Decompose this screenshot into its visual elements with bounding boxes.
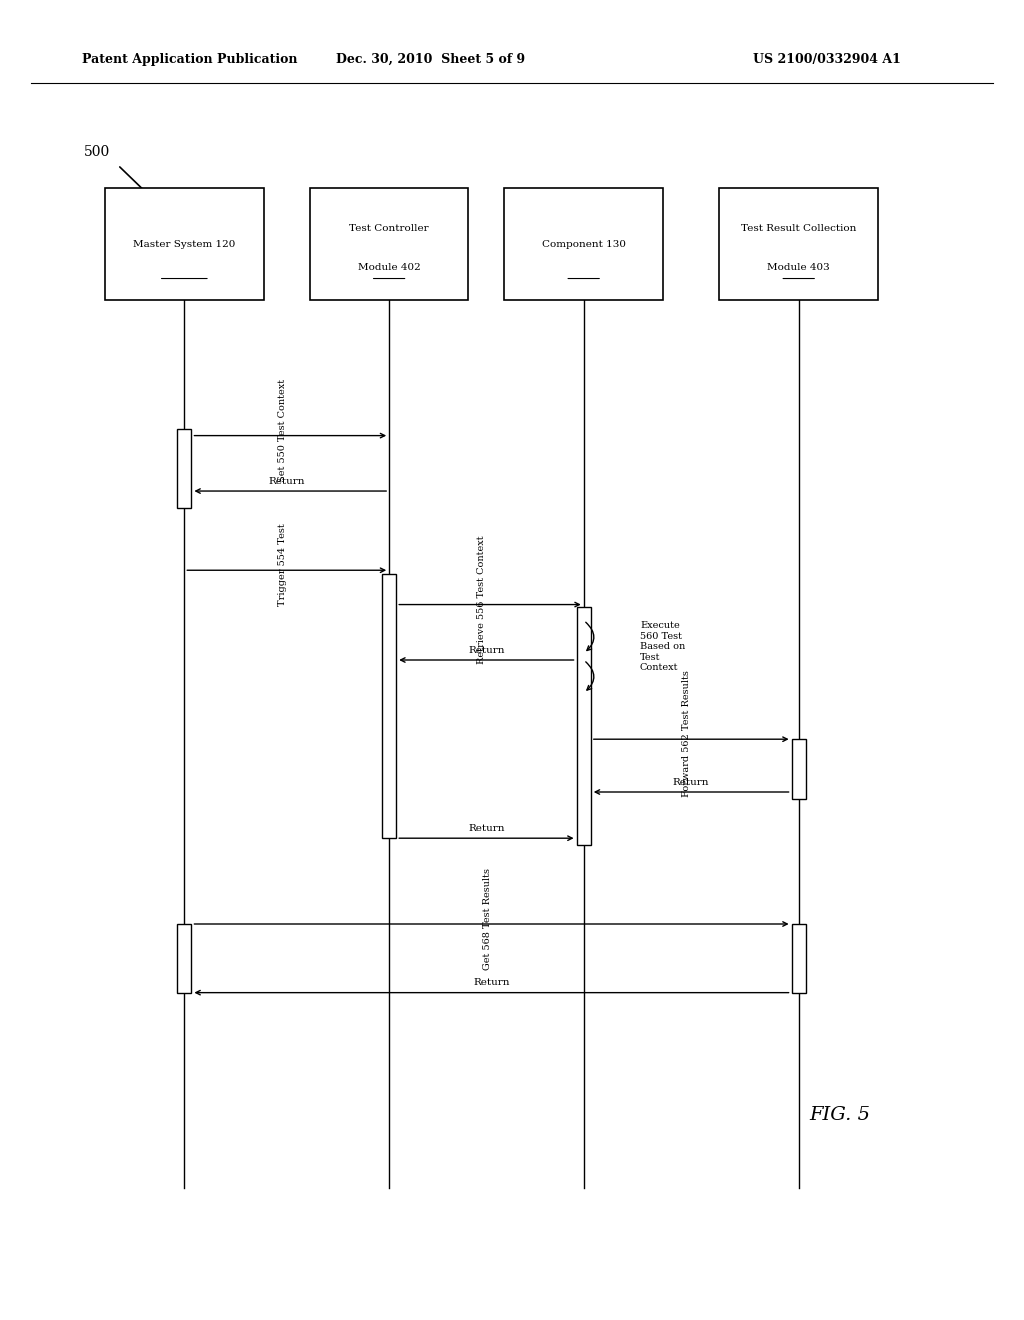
Bar: [792, 924, 806, 993]
Text: Trigger 554 Test: Trigger 554 Test: [278, 524, 287, 606]
Text: Return: Return: [468, 645, 505, 655]
Text: 500: 500: [84, 145, 111, 158]
Text: Execute
560 Test
Based on
Test
Context: Execute 560 Test Based on Test Context: [640, 622, 685, 672]
Text: Module 403: Module 403: [767, 264, 830, 272]
Text: Return: Return: [473, 978, 510, 987]
Text: Forward 562 Test Results: Forward 562 Test Results: [682, 671, 691, 797]
Bar: [577, 607, 591, 845]
Bar: [177, 429, 191, 508]
FancyBboxPatch shape: [104, 189, 264, 301]
Text: Master System 120: Master System 120: [133, 240, 236, 248]
Text: Retrieve 556 Test Context: Retrieve 556 Test Context: [477, 535, 486, 664]
Text: Set 550 Test Context: Set 550 Test Context: [278, 379, 287, 482]
Bar: [177, 924, 191, 993]
Text: FIG. 5: FIG. 5: [809, 1106, 870, 1125]
Text: Return: Return: [673, 777, 710, 787]
FancyBboxPatch shape: [504, 189, 664, 301]
Text: Module 402: Module 402: [357, 264, 421, 272]
Bar: [382, 574, 396, 838]
Text: Return: Return: [268, 477, 305, 486]
FancyBboxPatch shape: [719, 189, 879, 301]
Text: Test Result Collection: Test Result Collection: [741, 224, 856, 232]
Text: Patent Application Publication: Patent Application Publication: [82, 53, 297, 66]
Text: Test Controller: Test Controller: [349, 224, 429, 232]
Bar: [792, 739, 806, 799]
Text: Get 568 Test Results: Get 568 Test Results: [482, 867, 492, 970]
FancyBboxPatch shape: [309, 189, 469, 301]
Text: Component 130: Component 130: [542, 240, 626, 248]
Text: US 2100/0332904 A1: US 2100/0332904 A1: [754, 53, 901, 66]
Text: Dec. 30, 2010  Sheet 5 of 9: Dec. 30, 2010 Sheet 5 of 9: [336, 53, 524, 66]
Text: Return: Return: [468, 824, 505, 833]
